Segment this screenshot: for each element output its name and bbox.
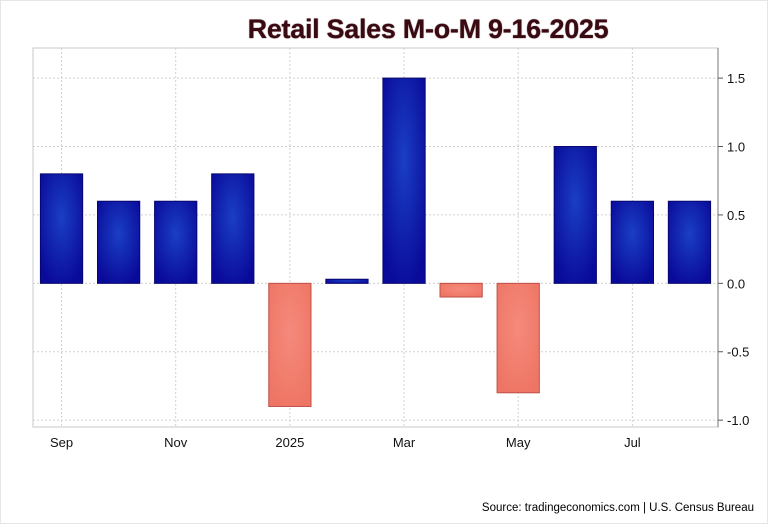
bar-nov bbox=[154, 200, 198, 284]
x-tick-label: Sep bbox=[50, 435, 73, 450]
y-tick-label: -0.5 bbox=[727, 345, 749, 360]
bar-oct bbox=[97, 200, 141, 284]
x-tick-label: Mar bbox=[393, 435, 416, 450]
y-tick-label: 0.5 bbox=[727, 208, 745, 223]
y-tick-label: 0.0 bbox=[727, 276, 745, 291]
bar-mar bbox=[382, 77, 426, 284]
y-tick-label: -1.0 bbox=[727, 413, 749, 428]
bar-2025 bbox=[268, 282, 312, 407]
y-tick-label: 1.5 bbox=[727, 71, 745, 86]
bar-apr bbox=[439, 282, 483, 298]
x-tick-label: Nov bbox=[164, 435, 188, 450]
bar-dec bbox=[211, 173, 255, 284]
bar-jun bbox=[553, 146, 597, 284]
bar-feb bbox=[325, 278, 369, 284]
y-tick-label: 1.0 bbox=[727, 140, 745, 155]
x-tick-label: Jul bbox=[624, 435, 641, 450]
bar-sep bbox=[39, 173, 84, 284]
bar-jul bbox=[610, 200, 654, 284]
x-tick-label: May bbox=[506, 435, 531, 450]
bar-aug bbox=[667, 200, 712, 284]
chart-title: Retail Sales M-o-M 9-16-2025 bbox=[247, 14, 609, 44]
source-note: Source: tradingeconomics.com | U.S. Cens… bbox=[481, 502, 754, 514]
bar-may bbox=[496, 282, 540, 394]
x-tick-label: 2025 bbox=[275, 435, 304, 450]
